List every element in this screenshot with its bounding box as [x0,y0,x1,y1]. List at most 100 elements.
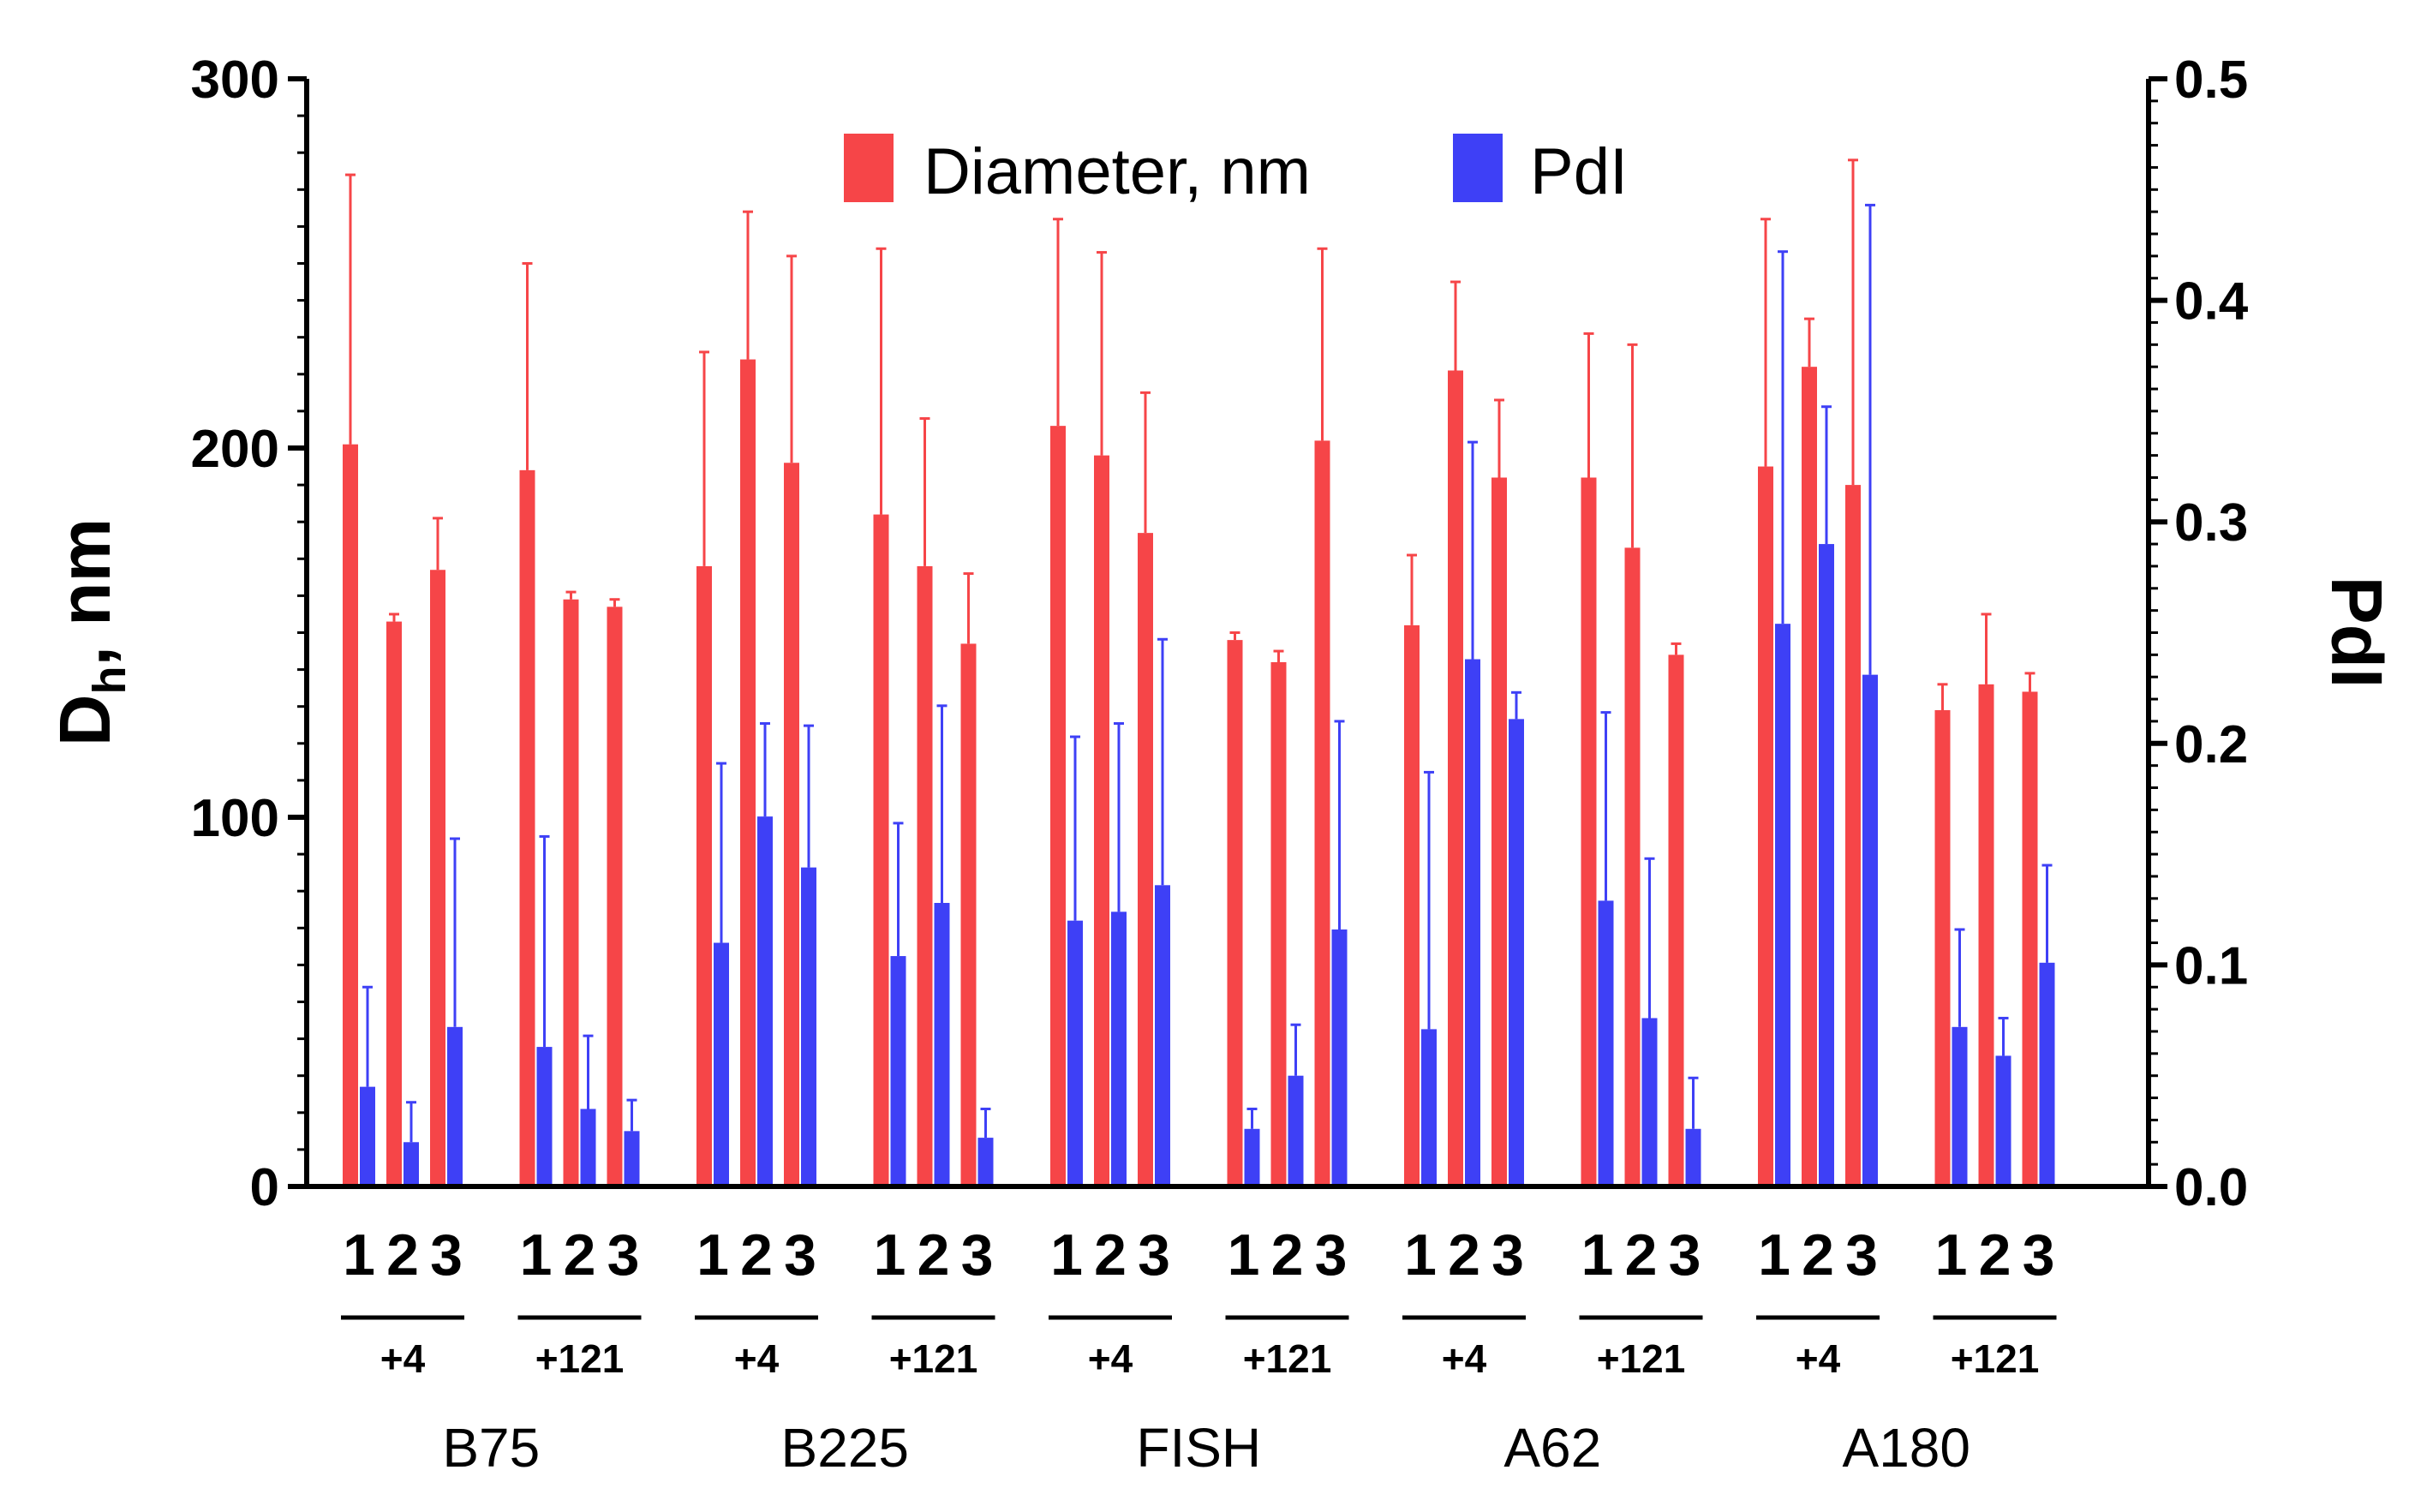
diameter-bar [563,599,579,1186]
diameter-bar [1138,533,1153,1186]
pdi-bar [1775,624,1790,1186]
replicate-label: 1 [1050,1222,1083,1288]
pdi-bar [977,1138,994,1186]
diameter-bar [696,565,712,1186]
pdi-bar [1509,719,1524,1186]
y2-tick-label: 0.5 [2174,51,2248,110]
replicate-label: 3 [2023,1222,2055,1288]
replicate-label: 3 [784,1222,816,1288]
diameter-bar [1978,684,1994,1186]
axes-layer: 0 100 200 300 0.0 0.1 0.2 0.3 0.4 0.5 Dh, nm PdI [45,51,2397,1217]
pdi-bar [1155,885,1170,1186]
replicate-label: 1 [343,1222,375,1288]
diameter-bar [1404,625,1420,1186]
diameter-bar [740,359,756,1186]
sample-label: A62 [1503,1417,1601,1479]
replicate-label: 1 [1404,1222,1437,1288]
day-label: +4 [1442,1336,1487,1381]
diameter-bar [784,463,799,1186]
diameter-bar [2022,691,2038,1186]
y-tick-label: 300 [191,51,279,110]
diameter-bar [960,643,977,1186]
pdi-bar [1288,1075,1304,1186]
pdi-bar [1421,1029,1437,1186]
diameter-bar [1448,370,1463,1186]
day-label: +121 [1597,1336,1686,1381]
replicate-label: 2 [1271,1222,1304,1288]
diameter-bar [1668,654,1684,1186]
pdi-bar [536,1047,553,1186]
diameter-bar [1270,661,1287,1186]
replicate-label: 3 [430,1222,463,1288]
pdi-bar [1598,900,1614,1186]
replicate-label: 1 [696,1222,729,1288]
pdi-bar [934,902,950,1186]
replicate-label: 2 [1094,1222,1127,1288]
replicate-label: 1 [1581,1222,1614,1288]
pdi-bar [624,1131,640,1186]
pdi-bar [1641,1018,1658,1186]
diameter-bar [1094,455,1109,1186]
day-label: +4 [380,1336,426,1381]
pdi-bar [1862,674,1878,1186]
y2-axis-title: PdI [2316,577,2397,689]
pdi-bar [580,1109,596,1186]
diameter-bar [1581,477,1597,1186]
diameter-bar [386,621,402,1186]
replicate-label: 1 [1935,1222,1968,1288]
diameter-bar [1802,367,1817,1186]
pdi-bar [714,942,729,1186]
replicate-label: 3 [1315,1222,1348,1288]
replicate-label: 3 [1491,1222,1524,1288]
diameter-bar [1934,710,1951,1186]
replicate-label: 2 [740,1222,773,1288]
replicate-label: 3 [1669,1222,1701,1288]
pdi-bar [890,956,906,1186]
legend: Diameter, nm PdI [844,134,1628,208]
replicate-label: 2 [1448,1222,1480,1288]
legend-label-diameter: Diameter, nm [924,135,1311,208]
replicate-label: 3 [961,1222,994,1288]
pdi-bar [1465,659,1480,1186]
pdi-bar [1111,911,1127,1186]
replicate-label: 2 [1979,1222,2011,1288]
sample-label: B75 [442,1417,540,1479]
y2-tick-label: 0.2 [2174,715,2248,774]
diameter-bar [1227,640,1243,1186]
sample-label: B225 [781,1417,909,1479]
pdi-bar [2039,962,2055,1186]
pdi-bar [403,1142,419,1186]
replicate-label: 1 [1758,1222,1790,1288]
sample-label: FISH [1136,1417,1261,1479]
day-label: +121 [535,1336,625,1381]
diameter-bar [1491,477,1507,1186]
replicate-label: 2 [918,1222,950,1288]
y2-tick-label: 0.3 [2174,493,2248,553]
y2-tick-label: 0.4 [2174,272,2249,332]
diameter-bar [1845,485,1861,1186]
day-label: +4 [734,1336,780,1381]
day-label: +121 [1243,1336,1332,1381]
y-axis-title: Dh, nm [45,518,135,746]
day-label: +121 [889,1336,978,1381]
diameter-bar [343,444,358,1186]
y2-tick-label: 0.0 [2174,1158,2248,1217]
pdi-bar [447,1026,463,1186]
diameter-bar [1314,440,1330,1186]
pdi-bar [1067,920,1083,1186]
sample-label: A180 [1843,1417,1970,1479]
replicate-label: 1 [874,1222,906,1288]
legend-label-pdi: PdI [1530,135,1628,208]
diameter-bar [1758,466,1773,1186]
pdi-bar [801,867,816,1186]
y-tick-label: 100 [191,789,279,848]
diameter-bar [873,514,889,1186]
pdi-bar [1952,1026,1968,1186]
y2-tick-label: 0.1 [2174,936,2248,995]
replicate-label: 1 [520,1222,553,1288]
replicate-label: 2 [386,1222,419,1288]
pdi-bar [1995,1055,2011,1186]
day-label: +4 [1088,1336,1133,1381]
